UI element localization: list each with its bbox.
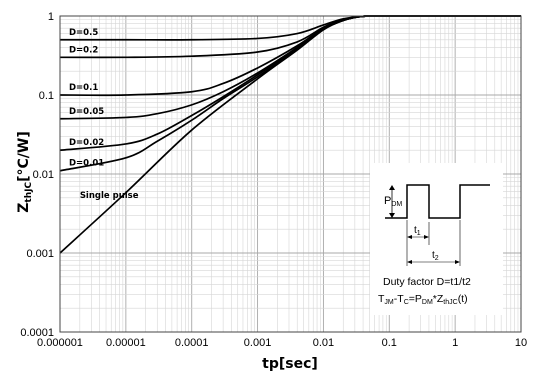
t1-arrow-left — [407, 235, 412, 239]
x-tick-label: 0.000001 — [37, 337, 83, 349]
y-tick-label: 0.01 — [33, 169, 54, 181]
curve-labels: D=0.5 D=0.2 D=0.1 D=0.05 D=0.02 D=0.01 Single … — [69, 28, 139, 201]
tick-labels: 0.000001 0.00001 0.0001 0.001 0.01 0.1 1 10 1 0.1… — [20, 11, 527, 349]
x-tick-label: 0.001 — [244, 337, 272, 349]
y-tick-label: 0.001 — [26, 248, 54, 260]
pdm-label: PDM — [384, 195, 402, 208]
x-tick-label: 0.01 — [313, 337, 334, 349]
curve-label: D=0.01 — [69, 159, 104, 169]
plot-frame — [59, 15, 522, 333]
y-axis-title: ZthJC[°C/W] — [16, 131, 34, 212]
y-tick-label: 1 — [48, 11, 54, 23]
pdm-arrow-bottom — [389, 213, 395, 218]
t1-label: t1 — [414, 225, 421, 237]
curve-label: D=0.2 — [69, 45, 98, 55]
grid — [59, 16, 521, 333]
inset-box: PDM t1 t2 Duty factor D=t1/t2 TJM-TC=PDM… — [370, 163, 503, 315]
curve-label: D=0.5 — [69, 28, 98, 38]
curve-label: Single pulse — [80, 191, 139, 201]
curve-label: D=0.05 — [69, 107, 104, 117]
pdm-arrow-top — [389, 185, 395, 190]
x-tick-label: 0.1 — [382, 337, 397, 349]
curve-label: D=0.02 — [69, 138, 104, 148]
duty-factor-text: Duty factor D=t1/t2 — [383, 276, 471, 288]
x-tick-label: 10 — [515, 337, 527, 349]
curve-label: D=0.1 — [69, 83, 98, 93]
t2-arrow-left — [407, 260, 412, 264]
x-axis-title: tp[sec] — [262, 356, 318, 372]
y-tick-label: 0.1 — [39, 90, 54, 102]
x-tick-label: 1 — [452, 337, 458, 349]
x-tick-label: 0.00001 — [106, 337, 146, 349]
t2-label: t2 — [432, 250, 439, 262]
x-tick-label: 0.0001 — [175, 337, 209, 349]
t2-arrow-right — [455, 260, 460, 264]
pulse-waveform — [385, 184, 490, 219]
y-tick-label: 0.0001 — [20, 327, 54, 339]
junction-formula: TJM-TC=PDM*ZthJC(t) — [378, 293, 468, 306]
t1-arrow-right — [424, 235, 429, 239]
